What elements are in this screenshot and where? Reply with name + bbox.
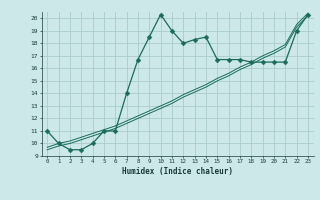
X-axis label: Humidex (Indice chaleur): Humidex (Indice chaleur) <box>122 167 233 176</box>
